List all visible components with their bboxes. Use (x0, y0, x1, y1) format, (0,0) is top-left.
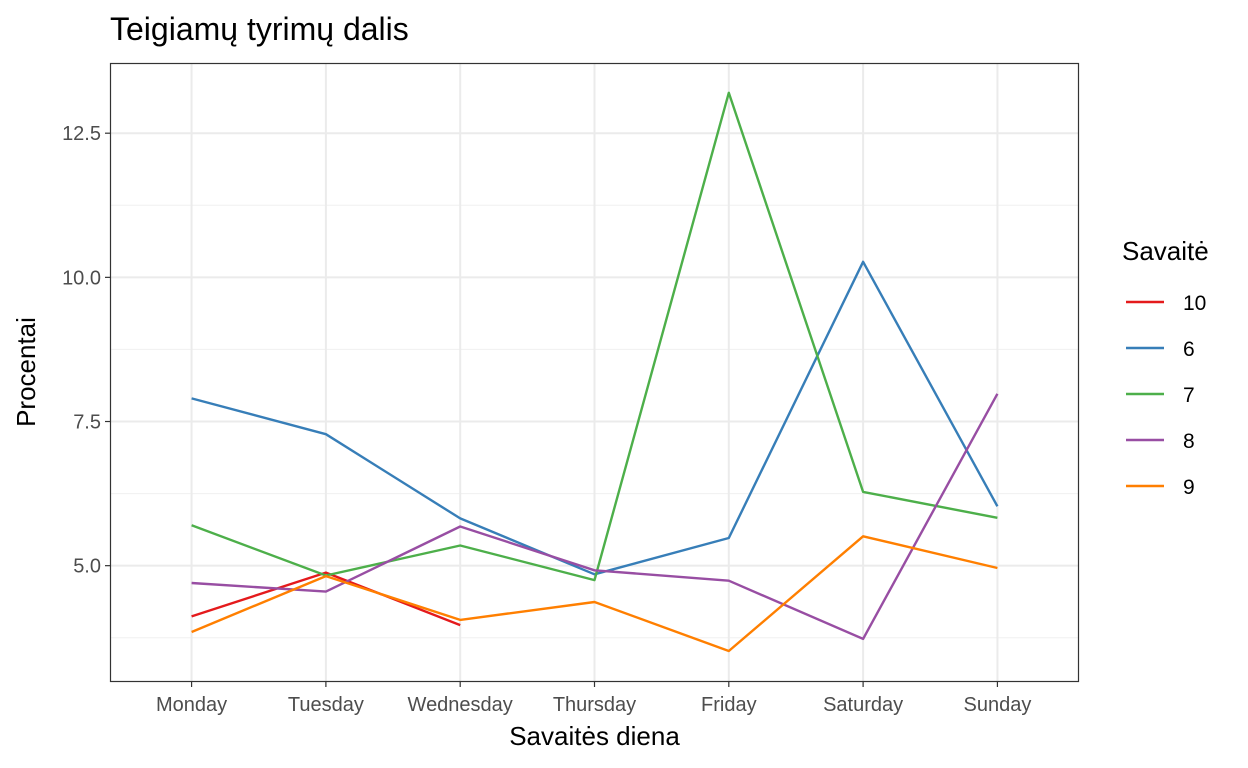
series-line-10 (191, 571, 461, 627)
x-tick-label: Monday (156, 694, 227, 716)
legend-label-6: 6 (1183, 338, 1195, 361)
chart-title: Teigiamų tyrimų dalis (110, 11, 409, 47)
y-tick-label: 10.0 (62, 267, 101, 289)
series-line-6 (191, 260, 999, 576)
legend-label-10: 10 (1183, 292, 1206, 315)
legend-title: Savaitė (1122, 236, 1209, 266)
x-tick-label: Friday (701, 694, 757, 716)
y-axis: 5.0 7.5 10.0 12.5 (62, 123, 111, 578)
y-axis-title: Procentai (11, 317, 41, 427)
series-lines (191, 91, 999, 653)
y-tick-label: 5.0 (73, 556, 101, 578)
y-tick-label: 7.5 (73, 412, 101, 434)
series-line-8 (191, 393, 999, 641)
legend: Savaitė 10 6 7 8 9 (1122, 236, 1209, 499)
legend-label-7: 7 (1183, 384, 1195, 407)
x-axis: Monday Tuesday Wednesday Thursday Friday Satu… (156, 681, 1031, 716)
y-tick-label: 12.5 (62, 123, 101, 145)
x-axis-title: Savaitės diena (509, 721, 680, 751)
series-line-9 (191, 535, 998, 653)
legend-items: 10 6 7 8 9 (1126, 292, 1206, 499)
x-tick-label: Saturday (823, 694, 903, 716)
panel-grid (111, 64, 1078, 681)
x-tick-label: Sunday (963, 694, 1031, 716)
legend-label-8: 8 (1183, 430, 1195, 453)
x-tick-label: Thursday (553, 694, 636, 716)
x-tick-label: Wednesday (408, 694, 513, 716)
legend-label-9: 9 (1183, 476, 1195, 499)
x-tick-label: Tuesday (288, 694, 364, 716)
